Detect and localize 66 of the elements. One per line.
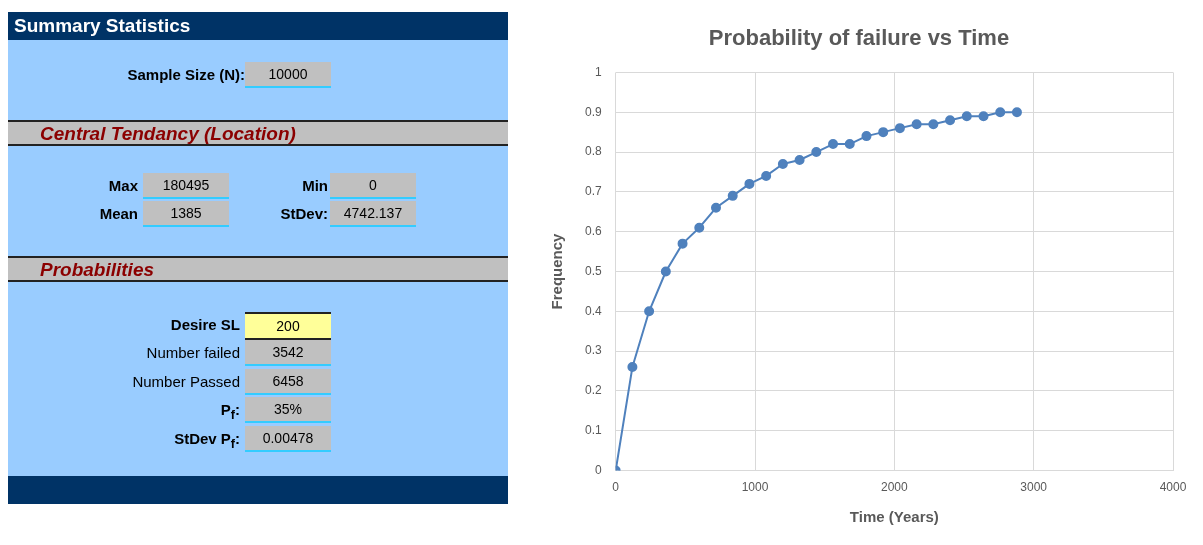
text: 35%: [245, 397, 331, 423]
point: [761, 170, 772, 181]
x-axis-title: Time (Years): [849, 508, 939, 526]
point: [828, 139, 839, 150]
y-tick-label: 0.9: [584, 104, 602, 119]
chart-title: Probability of failure vs Time: [708, 25, 1010, 51]
point: [961, 111, 972, 122]
point: [978, 111, 989, 122]
point: [744, 178, 755, 189]
point: [894, 123, 905, 134]
text: Probabilities: [8, 256, 508, 282]
point: [928, 119, 939, 130]
text: 10000: [245, 62, 331, 88]
point: [995, 107, 1006, 118]
y-tick-label: 0.3: [584, 343, 602, 358]
text: 200: [245, 312, 331, 340]
point: [911, 119, 922, 130]
text: 6458: [245, 369, 331, 395]
x-tick-label: 3000: [1020, 480, 1048, 495]
text: StDev P$_{f}$:: [174, 430, 240, 451]
text: Max: [108, 177, 138, 194]
text: Summary Statistics: [8, 12, 508, 40]
text: 1385: [143, 201, 229, 227]
text: Min: [302, 177, 328, 194]
text: Desire SL: [170, 316, 240, 333]
y-tick-label: 0: [594, 462, 602, 477]
y-tick-label: 0.4: [584, 303, 602, 318]
y-tick-label: 0.7: [584, 184, 602, 199]
point: [861, 131, 872, 142]
text: 180495: [143, 173, 229, 199]
text: StDev:: [280, 205, 328, 222]
point: [694, 222, 705, 233]
text: Sample Size (N):: [127, 66, 245, 83]
y-tick-label: 0.5: [584, 263, 602, 278]
point: [945, 115, 956, 126]
text: Number Passed: [132, 373, 240, 390]
text: Mean: [99, 205, 138, 222]
point: [677, 238, 688, 249]
y-tick-label: 0.2: [584, 383, 602, 398]
point: [1011, 107, 1022, 118]
point: [777, 158, 788, 169]
y-tick-label: 0.8: [584, 144, 602, 159]
text: Central Tendancy (Location): [8, 120, 508, 146]
y-tick-label: 1: [594, 64, 602, 79]
x-tick-label: 4000: [1159, 480, 1187, 495]
text: 0.00478: [245, 426, 331, 452]
text: 0: [330, 173, 416, 199]
y-axis-title: Frequency: [548, 232, 566, 310]
text: Number failed: [146, 344, 240, 361]
point: [794, 155, 805, 165]
y-tick-label: 0.6: [584, 223, 602, 238]
text: P$_{f}$:: [220, 401, 240, 422]
x-tick-label: 2000: [880, 480, 909, 495]
x-tick-label: 1000: [741, 480, 769, 495]
point: [627, 362, 638, 373]
text: 4742.137: [330, 201, 416, 227]
point: [727, 190, 738, 201]
point: [878, 127, 889, 138]
point: [660, 266, 671, 277]
text: 3542: [245, 340, 331, 366]
y-tick-label: 0.1: [584, 423, 602, 438]
point: [644, 306, 655, 317]
point: [711, 202, 721, 213]
x-tick-label: 0: [612, 480, 620, 495]
point: [811, 147, 822, 158]
point: [844, 139, 855, 150]
